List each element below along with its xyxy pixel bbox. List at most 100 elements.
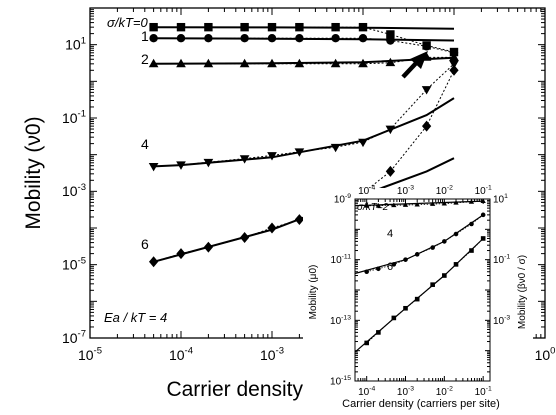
data-point: [267, 22, 277, 32]
data-point: [364, 340, 369, 346]
series-label-sigma-6: 6: [141, 236, 149, 252]
data-point: [176, 161, 186, 170]
data-point: [149, 34, 158, 43]
data-point: [414, 252, 420, 257]
data-point: [469, 221, 474, 227]
data-point: [176, 22, 186, 32]
data-point: [239, 58, 250, 68]
series-label-sigma-2: 2: [141, 51, 149, 67]
inset-simulation-series: [364, 198, 486, 346]
data-point: [267, 222, 277, 234]
data-point: [204, 34, 213, 43]
x-tick-label: 10-3: [397, 386, 414, 399]
data-point: [414, 296, 420, 302]
main-simulation-series: [148, 22, 459, 268]
main-tick-marks: [89, 7, 546, 339]
simulation-line: [153, 63, 455, 167]
data-point: [294, 148, 305, 157]
data-point: [430, 201, 436, 206]
y-tick-label: 10-13: [330, 314, 351, 327]
theory-curve: [354, 214, 484, 275]
data-point: [203, 158, 214, 168]
y2-tick-label: 10-1: [493, 254, 510, 267]
main-y-tick-labels: 10-7 10-5 10-3 10-1 101: [62, 35, 86, 346]
data-point: [295, 34, 304, 43]
highlight-arrow: [401, 51, 428, 79]
inset-x-tick-labels: 10-4 10-3 10-2 10-1: [358, 386, 492, 399]
data-point: [267, 58, 277, 68]
series-label-sigma-4: 4: [141, 136, 149, 152]
inset-chart: 10-4 10-3 10-2 10-1 10-4 10-3 10-2 10-1 10-15 1…: [303, 185, 533, 412]
data-point: [430, 245, 435, 250]
data-point: [176, 248, 186, 260]
data-point: [385, 165, 396, 177]
data-point: [294, 214, 305, 226]
theory-curve: [153, 26, 455, 30]
inset-right-tick-labels: 101 10-1 10-3: [493, 193, 510, 327]
data-point: [385, 125, 396, 135]
data-point: [364, 269, 369, 275]
top-tick-label: 10-3: [397, 185, 414, 198]
simulation-line: [366, 238, 484, 344]
data-point: [176, 58, 186, 68]
y-tick-label: 10-3: [62, 182, 86, 199]
data-point: [330, 58, 341, 68]
top-tick-label: 10-4: [358, 185, 375, 198]
main-annotation-ea-kt: Ea / kT = 4: [104, 310, 167, 325]
data-point: [149, 22, 158, 32]
x-tick-label: 10-5: [78, 346, 102, 363]
y2-tick-label: 10-3: [493, 314, 510, 327]
data-point: [240, 34, 249, 43]
inset-top-tick-labels: 10-4 10-3 10-2 10-1: [358, 185, 492, 198]
inset-y-axis-label: Mobility (μ0): [308, 265, 319, 320]
data-point: [239, 155, 250, 164]
x-tick-label: 10-3: [260, 346, 284, 363]
inset-series-label-sigma-6: 6: [387, 261, 393, 273]
data-point: [422, 42, 431, 51]
y-tick-label: 10-7: [62, 329, 86, 346]
main-y-axis-label: Mobility (ν0): [22, 116, 45, 229]
data-point: [148, 256, 159, 268]
x-tick-label: 10-4: [358, 386, 375, 399]
data-point: [391, 262, 397, 267]
inset-series-label-sigma-2: σ/kT=2: [357, 202, 389, 213]
top-tick-label: 10-1: [475, 185, 492, 198]
data-point: [358, 34, 368, 43]
data-point: [364, 202, 370, 208]
series-label-sigma-0: σ/kT=0: [107, 15, 148, 30]
data-point: [442, 239, 447, 244]
data-point: [402, 202, 409, 207]
data-point: [385, 57, 396, 67]
data-point: [239, 232, 250, 243]
data-point: [267, 34, 277, 43]
y-tick-label: 10-1: [62, 109, 86, 126]
data-point: [468, 199, 475, 204]
data-point: [480, 236, 486, 241]
data-point: [203, 241, 214, 253]
data-point: [203, 58, 214, 68]
data-point: [331, 22, 340, 32]
data-point: [391, 202, 397, 208]
y-tick-label: 101: [65, 35, 86, 52]
y2-tick-label: 101: [493, 193, 508, 206]
y-tick-label: 10-9: [334, 193, 351, 206]
simulation-line: [366, 200, 484, 207]
data-point: [294, 58, 305, 68]
data-point: [421, 86, 432, 95]
x-tick-label: 10-1: [475, 386, 492, 399]
data-point: [376, 266, 381, 272]
data-point: [204, 22, 213, 32]
data-point: [453, 262, 459, 267]
data-point: [430, 282, 435, 287]
theory-curve: [354, 200, 484, 207]
x-tick-label: 10-2: [436, 386, 453, 399]
data-point: [295, 22, 304, 32]
y-tick-label: 10-15: [330, 375, 351, 388]
data-point: [453, 231, 459, 237]
inset-series-label-sigma-4: 4: [387, 228, 393, 240]
data-point: [453, 200, 459, 205]
data-point: [391, 315, 397, 321]
data-point: [148, 58, 159, 68]
data-point: [358, 138, 368, 148]
